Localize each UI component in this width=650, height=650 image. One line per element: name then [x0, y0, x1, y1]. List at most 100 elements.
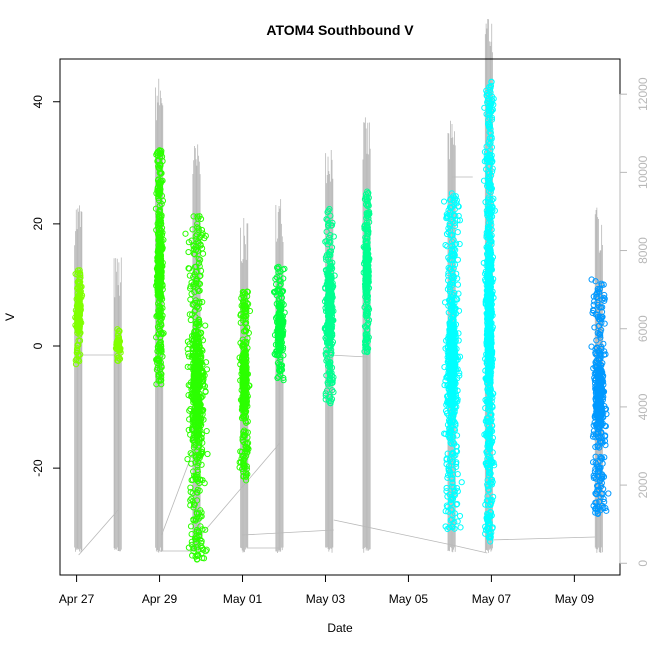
data-point [239, 434, 246, 441]
y-tick-label: 0 [31, 342, 45, 349]
data-point [157, 277, 164, 284]
x-tick-label: Apr 29 [142, 592, 178, 606]
y-axis-label: V [3, 313, 17, 321]
data-point [275, 269, 282, 276]
y2-tick-label: 10000 [636, 155, 650, 189]
data-point [192, 517, 199, 524]
data-point [191, 365, 198, 372]
data-point [73, 349, 80, 356]
data-point [187, 316, 194, 324]
data-point [158, 370, 165, 378]
data-point [454, 228, 461, 236]
data-point [157, 305, 164, 313]
x-tick-label: May 01 [223, 592, 263, 606]
data-point [243, 447, 250, 454]
data-point [74, 342, 81, 349]
data-point [195, 255, 202, 263]
data-point [278, 366, 285, 373]
y-tick-label: 20 [31, 217, 45, 231]
data-point [244, 335, 251, 342]
y2-tick-label: 4000 [636, 393, 650, 420]
data-point [605, 490, 612, 497]
data-point [194, 489, 201, 496]
data-point [192, 538, 199, 546]
x-tick-label: May 07 [472, 592, 512, 606]
data-point [440, 198, 448, 205]
data-point [454, 518, 461, 525]
secondary-connector [329, 354, 367, 358]
data-point [187, 484, 194, 491]
data-point [157, 274, 164, 281]
data-point [76, 325, 83, 332]
data-point [194, 514, 201, 521]
data-point [157, 162, 164, 170]
data-point [182, 230, 189, 237]
data-point [240, 403, 247, 410]
data-point [191, 535, 199, 542]
data-point [278, 327, 285, 334]
data-point [157, 153, 164, 160]
data-point [458, 479, 465, 486]
data-point [194, 486, 201, 493]
data-point [75, 281, 82, 288]
data-point [278, 362, 286, 369]
data-point [75, 322, 83, 329]
data-point [275, 345, 282, 352]
data-point [237, 448, 244, 455]
data-point [75, 295, 82, 303]
data-point [157, 239, 164, 246]
data-point [272, 281, 280, 288]
data-point [156, 150, 163, 157]
data-point [326, 205, 333, 213]
point-cluster [152, 147, 167, 388]
data-point [72, 357, 79, 364]
point-cluster [112, 326, 124, 365]
data-point [242, 348, 249, 356]
data-point [155, 357, 162, 364]
data-point [196, 234, 203, 241]
data-point [191, 501, 198, 508]
y2-tick-label: 8000 [636, 237, 650, 264]
data-point [190, 396, 197, 403]
data-point [75, 313, 82, 320]
data-point [153, 366, 161, 373]
data-point [198, 448, 205, 455]
y2-tick-label: 12000 [636, 77, 650, 111]
data-point [195, 416, 202, 423]
data-point [240, 328, 248, 335]
data-point [202, 388, 209, 396]
x-tick-label: May 05 [389, 592, 429, 606]
data-point [196, 439, 203, 446]
data-point [154, 220, 161, 227]
data-point [196, 451, 203, 458]
data-point [189, 345, 196, 352]
data-point [241, 389, 249, 396]
data-point [240, 358, 248, 365]
data-point [328, 222, 335, 229]
x-tick-label: Apr 27 [59, 592, 95, 606]
data-point [195, 259, 203, 267]
y-tick-label: -20 [31, 459, 45, 477]
data-point [191, 386, 198, 393]
data-point [186, 272, 193, 279]
data-point [195, 546, 202, 553]
data-point [196, 280, 204, 288]
data-point [275, 373, 282, 380]
secondary-connector [451, 544, 488, 554]
data-point [323, 349, 330, 356]
data-point [192, 389, 200, 396]
data-point [277, 338, 284, 346]
data-point [194, 376, 202, 383]
data-point [272, 288, 279, 295]
data-point [158, 315, 165, 322]
data-point [155, 330, 163, 338]
data-point [277, 325, 284, 333]
data-point [239, 367, 247, 374]
data-point [187, 296, 194, 303]
data-point [157, 294, 164, 301]
data-point [241, 373, 248, 380]
data-point [197, 513, 204, 520]
data-point [193, 339, 200, 346]
data-point [202, 322, 209, 329]
